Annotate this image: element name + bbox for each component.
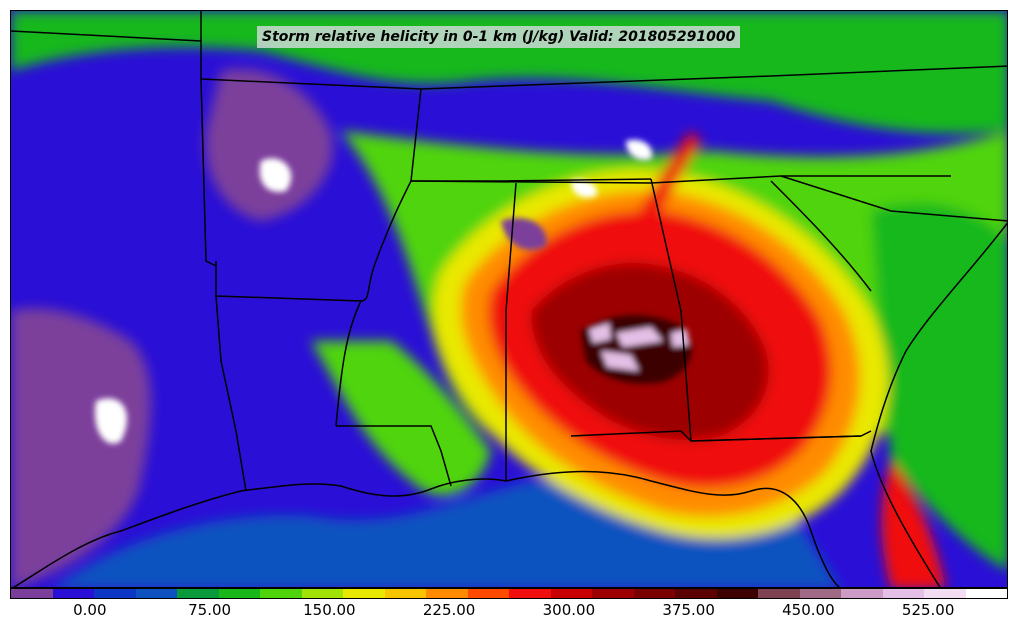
field-red-streak [611,131,701,261]
colorbar-segment-23 [965,589,1007,598]
boundary-al-ga [650,178,692,442]
field-purple-west [11,308,151,587]
colorbar-segment-10 [426,589,468,598]
boundary-la-ms [336,425,452,487]
boundary-nc-sc [780,175,1007,222]
colorbar-segment-5 [218,589,260,598]
colorbar-segment-17 [716,589,758,598]
boundary-tx-la [215,295,247,492]
field-pink-cells [589,323,689,371]
colorbar-tick-label: 150.00 [303,601,356,619]
colorbar-segment-14 [592,589,634,598]
field-green-east [871,203,1007,570]
boundary-ga-sc [770,180,872,292]
field-purple-ok [205,69,333,221]
colorbar-segment-7 [301,589,343,598]
boundary-ks-mo-north [11,30,202,42]
colorbar-segment-9 [384,589,426,598]
colorbar-segment-13 [550,589,592,598]
colorbar-tick-label: 225.00 [422,601,476,619]
boundary-tn-south [410,175,951,184]
boundary-ga-fl [690,430,872,442]
colorbar-segment-15 [633,589,675,598]
colorbar-tick-label: 525.00 [901,601,955,619]
coastline [12,222,1007,587]
colorbar-segment-16 [675,589,717,598]
colorbar-segment-12 [509,589,551,598]
map-panel: Storm relative helicity in 0-1 km (J/kg)… [10,10,1008,588]
helicity-field-map [11,11,1007,587]
field-red-florida [881,461,946,587]
colorbar-segment-20 [841,589,883,598]
boundary-ky-tn [420,65,1007,90]
colorbar-segment-1 [52,589,94,598]
colorbar-segment-3 [135,589,177,598]
colorbar-tick-label: 450.00 [782,601,835,619]
colorbar-segment-8 [343,589,385,598]
boundary-ok-north [200,78,422,90]
colorbar-segment-21 [882,589,924,598]
map-title: Storm relative helicity in 0-1 km (J/kg)… [257,26,741,48]
state-boundaries [11,11,1007,492]
field-white-west [95,158,292,444]
field-green-sw [311,341,491,496]
colorbar-segment-2 [94,589,136,598]
colorbar-segment-18 [758,589,800,598]
colorbar-segment-6 [260,589,302,598]
colorbar-segment-19 [799,589,841,598]
colorbar-tick-label: 300.00 [542,601,596,619]
colorbar-segment-11 [467,589,509,598]
coastline-panhandle [505,470,840,587]
colorbar-tick-label: 75.00 [188,601,232,619]
colorbar-segment-0 [11,589,53,598]
coastline-gulf-west [12,490,242,587]
colorbar-tick-label: 375.00 [662,601,715,619]
colorbar [10,588,1008,599]
coastline-louisiana [240,478,507,497]
boundary-ok-tx [200,78,217,267]
boundary-mississippi-river [335,180,412,427]
colorbar-tick-labels: 0.00 75.00 150.00 225.00 300.00 375.00 450.00 5… [10,601,1008,631]
coastline-atlantic [870,222,1007,587]
boundary-ms-al [505,182,517,481]
colorbar-tick-label: 0.00 [73,601,107,619]
colorbar-segment-22 [924,589,966,598]
colorbar-segment-4 [177,589,219,598]
